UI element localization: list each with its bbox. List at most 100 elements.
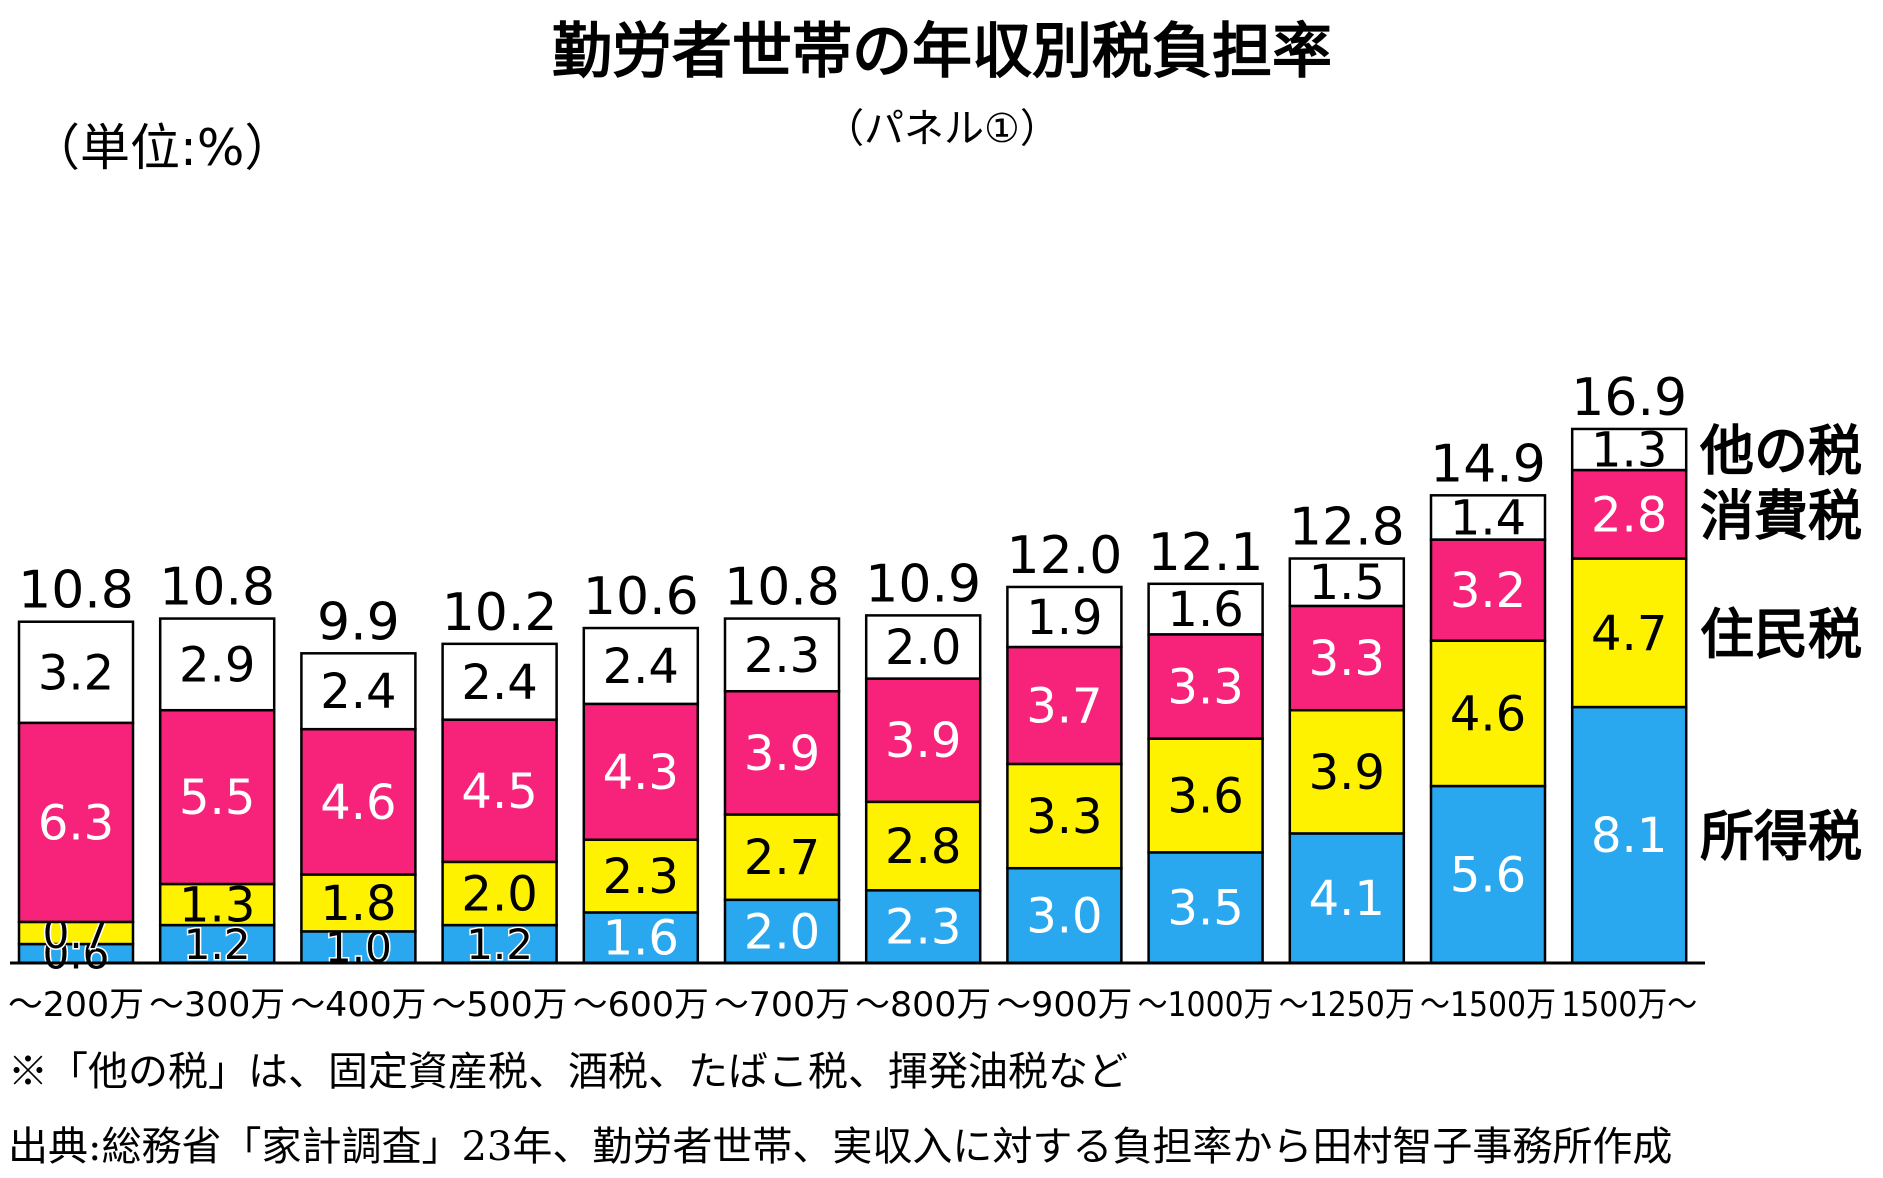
bar-segment	[582, 702, 700, 842]
data-label: 2.4	[603, 639, 679, 695]
bar-segment	[864, 614, 982, 680]
category-label: ～1000万	[1138, 985, 1274, 1025]
data-label: 1.6	[603, 911, 679, 967]
data-label: 2.0	[744, 904, 820, 960]
data-label: 3.3	[1026, 789, 1102, 845]
data-label: 2.0	[461, 866, 537, 922]
total-label: 10.2	[442, 583, 558, 643]
footnote: ※「他の税」は、固定資産税、酒税、たばこ税、揮発油税など	[8, 1049, 1128, 1095]
data-label: 3.0	[1026, 889, 1102, 945]
bar-segment	[582, 626, 700, 706]
data-label: 3.7	[1026, 678, 1102, 734]
bar-segment	[158, 617, 276, 712]
total-label: 10.9	[865, 554, 981, 614]
data-label: 2.0	[885, 620, 961, 676]
bar-segment	[1147, 582, 1264, 636]
total-label: 14.9	[1430, 434, 1546, 494]
bar-segment	[1570, 468, 1688, 560]
total-label: 16.9	[1571, 368, 1687, 428]
source-note: 出典:総務省「家計調査」23年、勤労者世帯、実収入に対する負担率から田村智子事務…	[8, 1124, 1672, 1170]
total-label: 10.8	[724, 558, 840, 618]
bar-segment	[300, 727, 417, 876]
bar-segment	[300, 652, 417, 731]
data-label: 3.9	[885, 713, 961, 769]
data-label: 4.5	[461, 764, 537, 820]
category-label: ～200万	[8, 985, 144, 1025]
data-label: 2.7	[744, 830, 820, 886]
total-label: 12.8	[1289, 498, 1405, 558]
data-label: 2.9	[179, 637, 255, 693]
bar-segment	[1570, 427, 1688, 472]
data-label: 2.3	[744, 628, 820, 684]
bar-segment	[300, 930, 417, 965]
bar-segment	[723, 813, 841, 902]
category-label: 1500万～	[1561, 985, 1697, 1025]
bar-segment	[723, 898, 841, 965]
data-label: 1.8	[320, 876, 396, 932]
category-label: ～800万	[855, 985, 991, 1025]
data-label: 1.3	[1591, 423, 1667, 479]
bar-segment	[17, 620, 135, 725]
category-label: ～900万	[996, 985, 1132, 1025]
bar-segment	[1288, 557, 1406, 608]
bar-segment	[1429, 639, 1547, 788]
total-label: 10.8	[159, 558, 275, 618]
bars-group: 0.60.76.33.210.8～200万1.21.35.52.910.8～30…	[8, 368, 1697, 1025]
data-label: 2.3	[603, 849, 679, 905]
category-label: ～700万	[714, 985, 850, 1025]
data-label: 4.7	[1591, 606, 1667, 662]
data-label: 1.6	[1167, 582, 1243, 638]
bar-segment	[864, 800, 982, 892]
total-label: 9.9	[317, 592, 400, 652]
bar-segment	[723, 689, 841, 816]
bar-segment	[864, 677, 982, 804]
bar-segment	[1006, 645, 1123, 766]
category-label: ～400万	[290, 985, 426, 1025]
data-label: 2.8	[1591, 487, 1667, 543]
category-label: ～500万	[432, 985, 568, 1025]
chart-subtitle: （パネル①）	[824, 106, 1060, 152]
bar-segment	[1006, 762, 1123, 870]
total-label: 12.0	[1007, 526, 1123, 586]
data-label: 4.1	[1309, 871, 1385, 927]
bar-segment	[864, 889, 982, 965]
data-label: 2.3	[885, 900, 961, 956]
bar-segment	[1147, 851, 1264, 965]
unit-label: （単位:%）	[30, 119, 294, 177]
bar-segment	[1570, 557, 1688, 709]
legend-label: 消費税	[1700, 484, 1862, 547]
data-label: 6.3	[38, 795, 114, 851]
data-label: 3.2	[1450, 563, 1526, 619]
bar-segment	[582, 838, 700, 914]
bar-segment	[1570, 705, 1688, 965]
data-label: 4.3	[603, 745, 679, 801]
data-label: 5.6	[1450, 848, 1526, 904]
data-label: 1.5	[1309, 555, 1385, 611]
bar-segment	[441, 642, 558, 721]
data-label: 5.5	[179, 770, 255, 826]
data-label: 4.6	[320, 775, 396, 831]
data-label: 3.3	[1309, 631, 1385, 687]
data-label: 2.8	[885, 819, 961, 875]
data-label: 3.9	[744, 726, 820, 782]
data-label: 3.5	[1167, 881, 1243, 937]
total-label: 10.6	[583, 567, 699, 627]
legend-label: 所得税	[1700, 805, 1862, 868]
data-label: 3.9	[1309, 745, 1385, 801]
bar-segment	[723, 617, 841, 693]
bar-segment	[1288, 708, 1406, 835]
data-label: 3.6	[1167, 769, 1243, 825]
legend-label: 住民税	[1700, 603, 1862, 666]
data-label: 3.3	[1167, 660, 1243, 716]
data-label: 1.4	[1450, 490, 1526, 546]
data-label: 8.1	[1591, 808, 1667, 864]
bar-segment	[1147, 633, 1264, 740]
category-label: ～300万	[149, 985, 285, 1025]
data-label: 1.3	[179, 878, 255, 934]
bar-segment	[1429, 494, 1547, 541]
total-label: 12.1	[1148, 523, 1264, 583]
legend-label: 他の税	[1699, 420, 1862, 483]
bar-segment	[1006, 585, 1123, 649]
category-label: ～1250万	[1279, 985, 1415, 1025]
